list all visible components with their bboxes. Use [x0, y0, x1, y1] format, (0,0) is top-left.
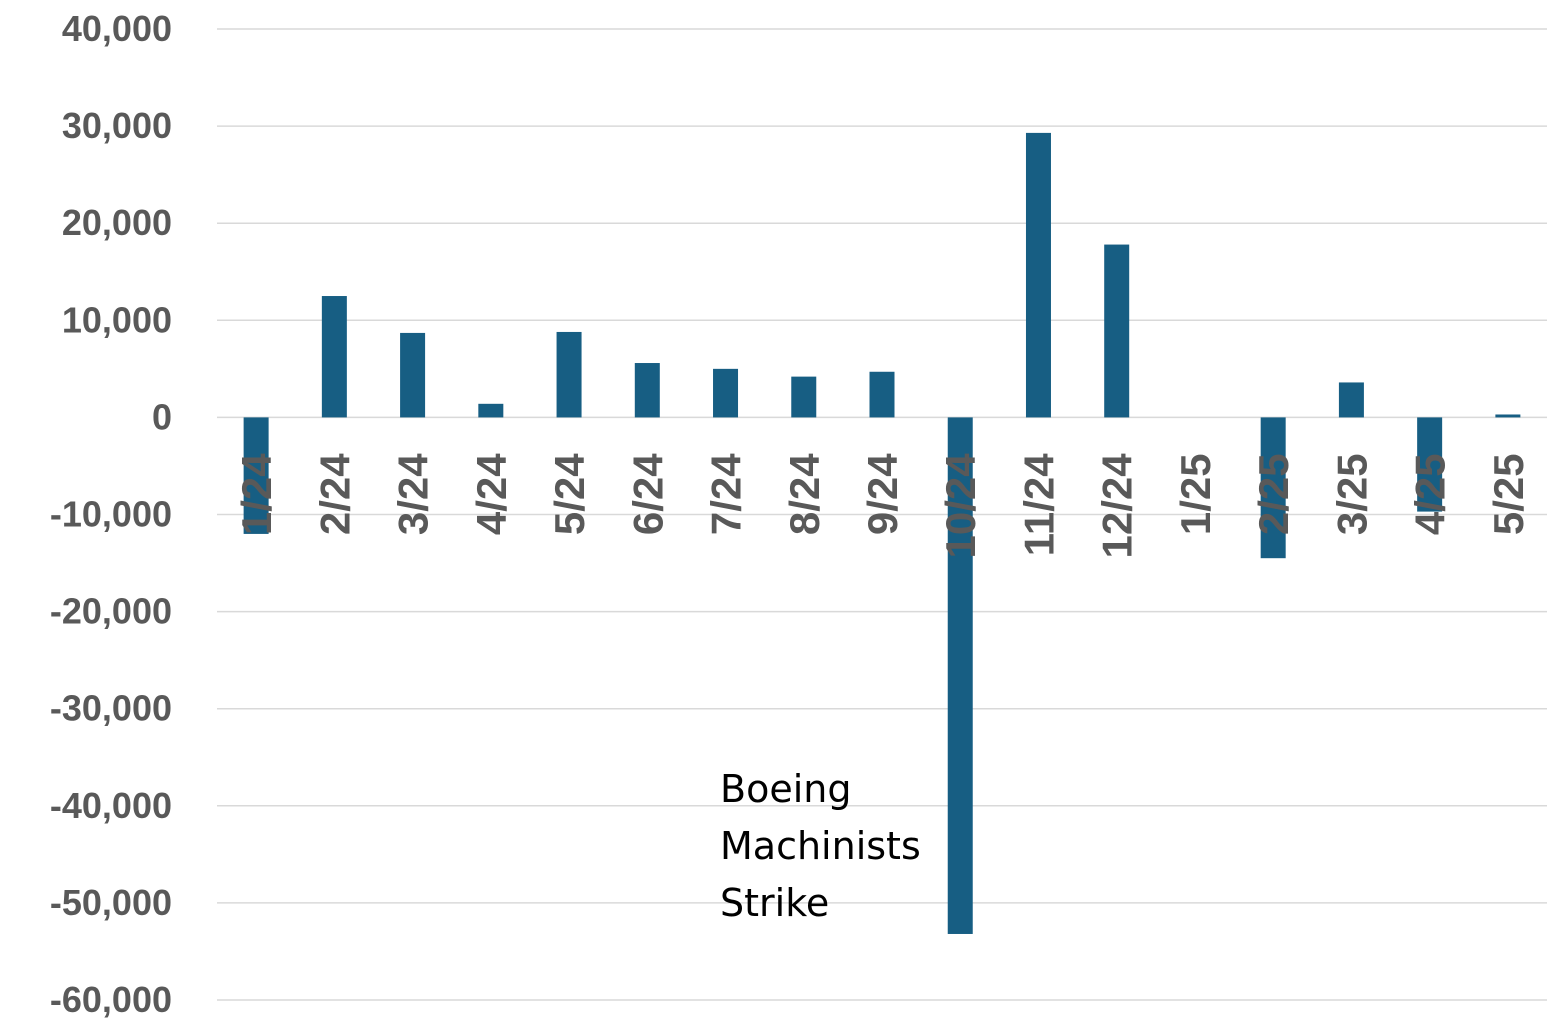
x-tick-label: 3/25: [1328, 453, 1375, 535]
bar: [556, 331, 582, 418]
x-tick-label: 2/24: [311, 453, 358, 535]
annotation-line: Boeing: [720, 767, 851, 811]
y-tick-label: 0: [152, 396, 172, 437]
annotation-label: Boeing Machinists Strike: [720, 767, 921, 925]
y-tick-label: -30,000: [50, 688, 172, 729]
bar: [713, 368, 739, 418]
x-tick-label: 8/24: [781, 453, 828, 535]
x-tick-label: 7/24: [703, 453, 750, 535]
y-tick-label: -50,000: [50, 882, 172, 923]
bar: [1025, 132, 1051, 418]
bar: [1260, 417, 1286, 559]
x-tick-label: 1/25: [1172, 453, 1219, 535]
bar: [243, 417, 269, 534]
bar: [1417, 417, 1443, 512]
bar: [634, 363, 660, 418]
bar: [400, 332, 426, 418]
x-tick-label: 6/24: [624, 453, 671, 535]
x-tick-label: 9/24: [859, 453, 906, 535]
bar: [947, 417, 973, 934]
bar: [321, 296, 347, 418]
bars: [243, 132, 1521, 934]
y-tick-label: 40,000: [62, 8, 172, 49]
y-axis-tick-labels: 40,000 30,000 20,000 10,000 0 -10,000 -20,000 -…: [50, 8, 172, 1019]
x-tick-label: 12/24: [1094, 453, 1141, 559]
y-tick-label: 10,000: [62, 299, 172, 340]
y-tick-label: 20,000: [62, 202, 172, 243]
bar: [478, 403, 504, 418]
x-tick-label: 4/24: [468, 453, 515, 535]
y-tick-label: 30,000: [62, 105, 172, 146]
x-tick-label: 2/25: [1250, 453, 1297, 535]
x-tick-label: 5/24: [546, 453, 593, 535]
annotation-line: Machinists: [720, 824, 921, 868]
x-tick-label: 11/24: [1015, 453, 1062, 556]
x-tick-label: 4/25: [1407, 453, 1454, 535]
bar: [1338, 382, 1364, 418]
bar: [791, 376, 817, 418]
bar: [1495, 414, 1521, 418]
x-axis-tick-labels: 1/24 2/24 3/24 4/24 5/24 6/24 7/24 8/24 9/24 10/2…: [233, 453, 1532, 559]
y-tick-label: -40,000: [50, 785, 172, 826]
x-tick-label: 3/24: [390, 453, 437, 535]
x-tick-label: 10/24: [937, 453, 984, 559]
x-tick-label: 5/25: [1485, 453, 1532, 535]
y-tick-label: -20,000: [50, 591, 172, 632]
bar: [1104, 244, 1130, 418]
y-tick-label: -10,000: [50, 494, 172, 535]
annotations: Boeing Machinists Strike: [720, 767, 921, 925]
annotation-line: Strike: [720, 881, 829, 925]
y-tick-label: -60,000: [50, 979, 172, 1019]
bar: [869, 371, 895, 418]
x-tick-label: 1/24: [233, 453, 280, 535]
